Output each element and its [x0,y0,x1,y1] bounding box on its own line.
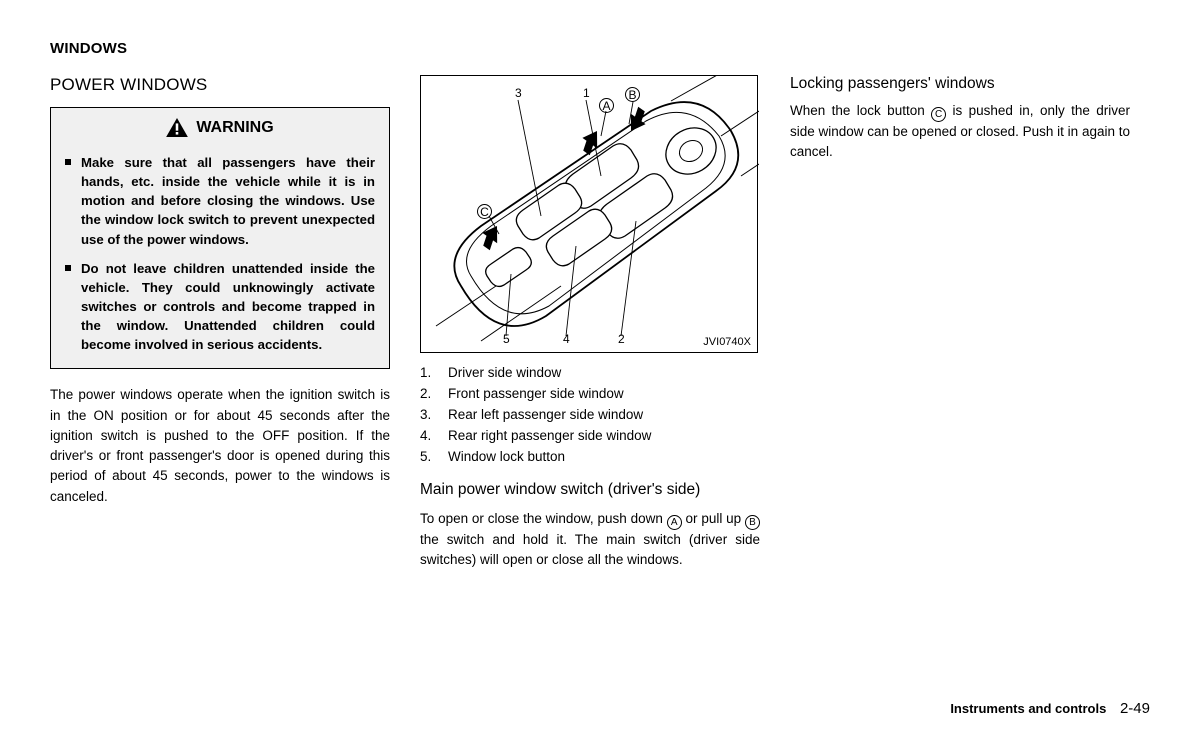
legend-row: 5.Window lock button [420,447,760,468]
legend-num: 3. [420,405,448,426]
legend-text: Rear right passenger side window [448,426,651,447]
content-columns: POWER WINDOWS WARNING Make sure that all… [50,75,1150,570]
main-switch-heading: Main power window switch (driver's side) [420,480,760,501]
figure-legend: 1.Driver side window 2.Front passenger s… [420,363,760,468]
callout-2: 2 [618,332,625,346]
window-switch-figure: 1 2 3 4 5 A B C JVI0740X [420,75,758,353]
warning-title: WARNING [51,108,389,147]
window-switch-diagram-svg [421,76,759,354]
body-text-part: the switch and hold it. The main switch … [420,532,760,567]
main-switch-body: To open or close the window, push down A… [420,509,760,571]
inline-label-B: B [745,515,760,530]
column-2: 1 2 3 4 5 A B C JVI0740X 1.Driver side w… [420,75,760,570]
callout-3: 3 [515,86,522,100]
footer-page-number: 2-49 [1120,700,1150,717]
warning-label: WARNING [196,119,273,137]
inline-label-C: C [931,107,946,122]
inline-label-A: A [667,515,682,530]
legend-num: 2. [420,384,448,405]
legend-text: Driver side window [448,363,561,384]
warning-item: Make sure that all passengers have their… [65,153,375,249]
section-header: WINDOWS [50,40,1150,57]
bullet-icon [65,265,71,271]
warning-list: Make sure that all passengers have their… [51,147,389,368]
locking-body: When the lock button C is pushed in, onl… [790,101,1130,163]
legend-text: Window lock button [448,447,565,468]
figure-id: JVI0740X [703,336,751,348]
legend-num: 4. [420,426,448,447]
legend-row: 4.Rear right passenger side window [420,426,760,447]
legend-row: 2.Front passenger side window [420,384,760,405]
legend-row: 3.Rear left passenger side window [420,405,760,426]
legend-row: 1.Driver side window [420,363,760,384]
warning-box: WARNING Make sure that all passengers ha… [50,107,390,369]
body-text-part: or pull up [686,511,745,526]
warning-triangle-icon [166,118,188,137]
callout-B: B [625,87,640,102]
body-text-part: When the lock button [790,103,931,118]
bullet-icon [65,159,71,165]
legend-num: 1. [420,363,448,384]
column-1: POWER WINDOWS WARNING Make sure that all… [50,75,390,570]
legend-num: 5. [420,447,448,468]
footer-chapter: Instruments and controls [950,701,1106,716]
locking-heading: Locking passengers' windows [790,75,1130,93]
column-3: Locking passengers' windows When the loc… [790,75,1130,570]
page-footer: Instruments and controls 2-49 [950,700,1150,717]
callout-5: 5 [503,332,510,346]
callout-1: 1 [583,86,590,100]
power-windows-body: The power windows operate when the ignit… [50,385,390,507]
warning-item: Do not leave children unattended inside … [65,259,375,355]
callout-C: C [477,204,492,219]
legend-text: Front passenger side window [448,384,624,405]
power-windows-heading: POWER WINDOWS [50,75,390,95]
legend-text: Rear left passenger side window [448,405,643,426]
warning-text: Make sure that all passengers have their… [81,153,375,249]
body-text-part: To open or close the window, push down [420,511,667,526]
warning-text: Do not leave children unattended inside … [81,259,375,355]
callout-4: 4 [563,332,570,346]
callout-A: A [599,98,614,113]
